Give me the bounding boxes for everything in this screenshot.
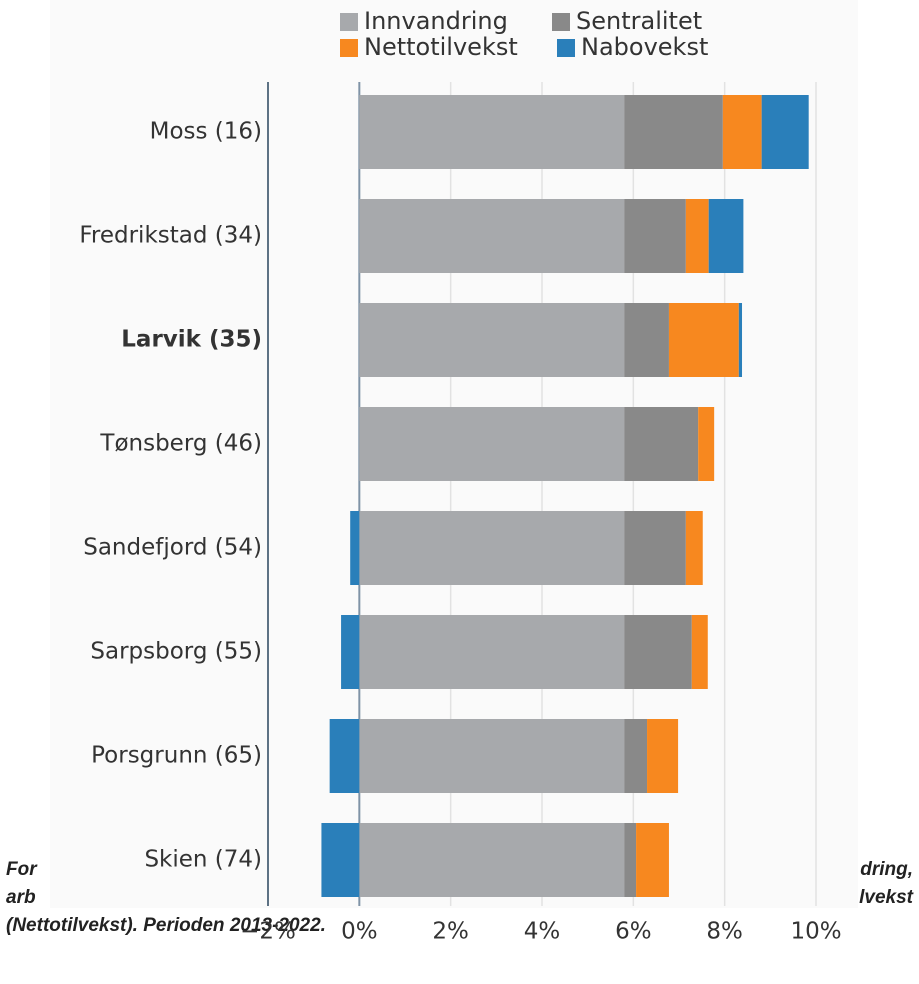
bar-segment bbox=[668, 303, 739, 377]
bar-segment bbox=[624, 511, 686, 585]
bar-segment bbox=[321, 823, 360, 897]
bar-segment bbox=[698, 407, 715, 481]
bar-segment bbox=[761, 95, 809, 169]
x-tick-label: 0% bbox=[341, 919, 378, 945]
bar-segment bbox=[624, 719, 648, 793]
x-tick-label: 2% bbox=[432, 919, 469, 945]
bar-segment bbox=[685, 199, 709, 273]
legend-label: Nettotilvekst bbox=[364, 33, 518, 61]
caption-text: lvekst bbox=[859, 887, 914, 908]
bar-segment bbox=[350, 511, 360, 585]
bar-segment bbox=[722, 95, 762, 169]
bar-segment bbox=[691, 615, 708, 689]
bar-segment bbox=[738, 303, 743, 377]
bar-segment bbox=[636, 823, 669, 897]
x-tick-label: −2% bbox=[240, 919, 296, 945]
legend-label: Sentralitet bbox=[576, 7, 702, 35]
bar-segment bbox=[359, 615, 625, 689]
bar-segment bbox=[359, 407, 625, 481]
bar-segment bbox=[624, 823, 637, 897]
caption-text: arb bbox=[6, 887, 36, 908]
x-tick-label: 8% bbox=[706, 919, 743, 945]
y-tick-label: Larvik (35) bbox=[121, 327, 262, 353]
x-tick-label: 10% bbox=[790, 919, 841, 945]
legend-label: Innvandring bbox=[364, 7, 508, 35]
y-tick-label: Skien (74) bbox=[144, 847, 262, 873]
y-tick-label: Sandefjord (54) bbox=[83, 535, 262, 561]
bar-segment bbox=[624, 407, 699, 481]
bar-segment bbox=[359, 199, 625, 273]
x-tick-label: 4% bbox=[524, 919, 561, 945]
y-tick-label: Porsgrunn (65) bbox=[91, 743, 262, 769]
bar-segment bbox=[359, 719, 625, 793]
bar-segment bbox=[624, 615, 692, 689]
caption-text: dring, bbox=[860, 859, 913, 880]
bar-segment bbox=[624, 199, 686, 273]
caption-text: For bbox=[6, 859, 38, 880]
bar-segment bbox=[359, 511, 625, 585]
bar-segment bbox=[647, 719, 679, 793]
legend-swatch bbox=[557, 39, 575, 57]
legend-swatch bbox=[340, 39, 358, 57]
bar-segment bbox=[708, 199, 744, 273]
caption-text: (Nettotilvekst). Perioden 2013-2022. bbox=[6, 915, 326, 936]
legend-swatch bbox=[340, 13, 358, 31]
y-tick-label: Moss (16) bbox=[150, 119, 262, 145]
bar-segment bbox=[359, 303, 625, 377]
x-tick-label: 6% bbox=[615, 919, 652, 945]
y-tick-label: Sarpsborg (55) bbox=[90, 639, 262, 665]
y-tick-label: Fredrikstad (34) bbox=[79, 223, 262, 249]
legend-label: Nabovekst bbox=[581, 33, 708, 61]
y-tick-label: Tønsberg (46) bbox=[99, 431, 262, 457]
bar-segment bbox=[624, 303, 669, 377]
bar-segment bbox=[341, 615, 360, 689]
bar-segment bbox=[359, 95, 625, 169]
bar-segment bbox=[624, 95, 723, 169]
legend-swatch bbox=[552, 13, 570, 31]
bar-segment bbox=[685, 511, 703, 585]
bar-segment bbox=[329, 719, 360, 793]
caption: For dring, arb lvekst (Nettotilvekst). Perio… bbox=[6, 859, 914, 936]
bar-segment bbox=[359, 823, 625, 897]
